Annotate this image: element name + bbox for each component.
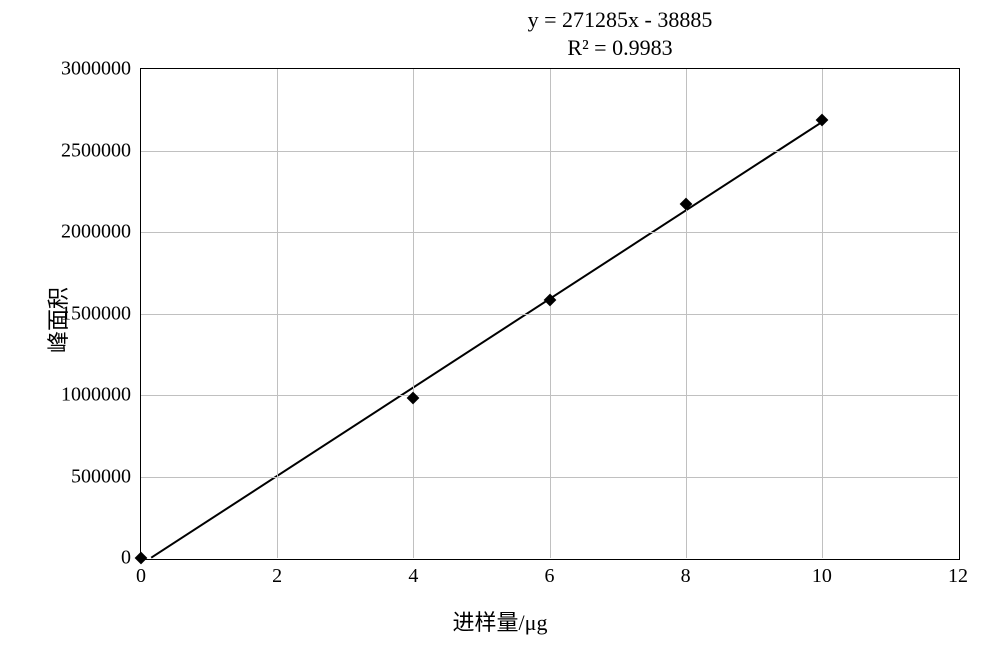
chart-container: y = 271285x - 38885R² = 0.9983 峰面积 进样量/μ… xyxy=(0,0,1000,647)
gridline-horizontal xyxy=(141,395,958,396)
y-tick-label: 1000000 xyxy=(61,384,131,407)
x-tick-label: 8 xyxy=(681,565,691,588)
gridline-horizontal xyxy=(141,151,958,152)
x-tick-label: 12 xyxy=(948,565,968,588)
x-axis-label: 进样量/μg xyxy=(0,605,1000,637)
x-tick-label: 0 xyxy=(136,565,146,588)
x-tick-label: 6 xyxy=(545,565,555,588)
y-tick-label: 3000000 xyxy=(61,58,131,81)
regression-annotation: y = 271285x - 38885R² = 0.9983 xyxy=(0,6,1000,61)
x-tick-label: 2 xyxy=(272,565,282,588)
x-tick-label: 10 xyxy=(812,565,832,588)
gridline-horizontal xyxy=(141,477,958,478)
y-tick-label: 1500000 xyxy=(61,302,131,325)
plot-area: 0246810120500000100000015000002000000250… xyxy=(140,68,960,560)
y-tick-label: 2000000 xyxy=(61,221,131,244)
gridline-horizontal xyxy=(141,314,958,315)
y-tick-label: 2500000 xyxy=(61,139,131,162)
x-tick-label: 4 xyxy=(408,565,418,588)
gridline-horizontal xyxy=(141,232,958,233)
y-tick-label: 0 xyxy=(121,547,131,570)
y-tick-label: 500000 xyxy=(71,465,131,488)
